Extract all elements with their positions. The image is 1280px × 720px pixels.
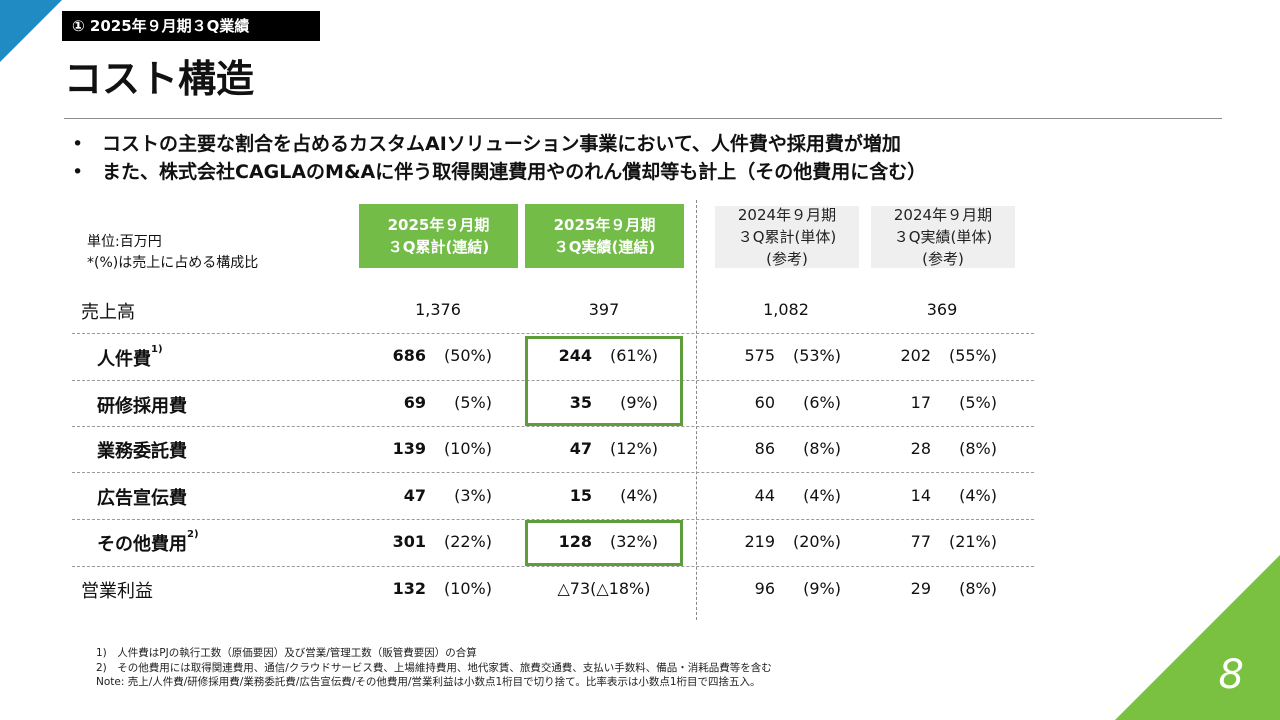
period-divider [696, 200, 697, 620]
ratio-note: *(%)は売上に占める構成比 [87, 255, 259, 271]
row-divider [72, 426, 1034, 427]
table-row-personnel-c2: 244 (61%) [558, 346, 658, 365]
table-row-other-c2: 128 (32%) [558, 532, 658, 551]
row-label-sales: 売上高 [81, 302, 135, 323]
table-row-training-c2: 35 (9%) [569, 393, 658, 412]
table-row-advertising-c4: 14 (4%) [910, 486, 997, 505]
row-divider [72, 380, 1034, 381]
table-row-profit-c4: 29 (8%) [910, 579, 997, 598]
page-title: コスト構造 [64, 57, 255, 101]
table-row-personnel-c4: 202 (55%) [900, 346, 997, 365]
table-row-training-c1: 69 (5%) [403, 393, 492, 412]
table-row-other-c1: 301 (22%) [392, 532, 492, 551]
table-row-outsourcing-c2: 47 (12%) [569, 439, 658, 458]
row-label-personnel: 人件費1) [97, 344, 163, 370]
row-label-operating-profit: 営業利益 [81, 581, 153, 602]
row-divider [72, 333, 1034, 334]
row-label-outsourcing: 業務委託費 [97, 441, 187, 462]
bullet-item: コストの主要な割合を占めるカスタムAIソリューション事業において、人件費や採用費… [72, 130, 926, 158]
table-row-outsourcing-c4: 28 (8%) [910, 439, 997, 458]
row-label-training: 研修採用費 [97, 396, 187, 417]
footnote-note: Note: 売上/人件費/研修採用費/業務委託費/広告宣伝費/その他費用/営業利… [96, 676, 761, 688]
table-row-other-c3: 219 (20%) [744, 532, 841, 551]
corner-decoration-blue [0, 0, 62, 62]
summary-bullets: コストの主要な割合を占めるカスタムAIソリューション事業において、人件費や採用費… [72, 130, 926, 186]
row-divider [72, 519, 1034, 520]
table-row-training-c4: 17 (5%) [910, 393, 997, 412]
table-row-profit-c3: 96 (9%) [754, 579, 841, 598]
table-row-advertising-c2: 15 (4%) [569, 486, 658, 505]
table-row-advertising-c1: 47 (3%) [403, 486, 492, 505]
unit-note: 単位:百万円 *(%)は売上に占める構成比 [87, 232, 258, 274]
bullet-item: また、株式会社CAGLAのM&Aに伴う取得関連費用やのれん償却等も計上（その他費… [72, 158, 926, 186]
table-cell: 397 [588, 300, 620, 319]
table-row-personnel-c3: 575 (53%) [744, 346, 841, 365]
title-divider [64, 118, 1222, 119]
table-row-advertising-c3: 44 (4%) [754, 486, 841, 505]
section-tag: ① 2025年９月期３Q業績 [62, 11, 320, 41]
page-number: 8 [1218, 652, 1244, 698]
column-header-2024-quarter: 2024年９月期 ３Q実績(単体) (参考) [871, 206, 1015, 268]
highlight-box-other-costs [525, 520, 683, 566]
table-row-personnel-c1: 686 (50%) [392, 346, 492, 365]
footnote-1: 1) 人件費はPJの執行工数（原価要因）及び営業/管理工数（販管費要因）の合算 [96, 647, 477, 659]
row-divider [72, 566, 1034, 567]
row-label-advertising: 広告宣伝費 [97, 488, 187, 509]
column-header-2025-quarter: 2025年９月期 ３Q実績(連結) [525, 204, 684, 268]
row-divider [72, 472, 1034, 473]
highlight-box-personnel-training [525, 336, 683, 426]
table-row-training-c3: 60 (6%) [754, 393, 841, 412]
column-header-2024-cumulative: 2024年９月期 ３Q累計(単体) (参考) [715, 206, 859, 268]
corner-decoration-green [1115, 555, 1280, 720]
table-cell: 369 [926, 300, 958, 319]
table-cell: 1,376 [415, 300, 461, 319]
footnotes: 1) 人件費はPJの執行工数（原価要因）及び営業/管理工数（販管費要因）の合算 … [96, 646, 772, 690]
table-row-outsourcing-c3: 86 (8%) [754, 439, 841, 458]
unit-label: 単位:百万円 [87, 234, 162, 250]
table-row-other-c4: 77 (21%) [910, 532, 997, 551]
table-row-profit-c1: 132 (10%) [392, 579, 492, 598]
table-row-profit-c2: △73(△18%) [557, 579, 651, 598]
table-cell: 1,082 [763, 300, 809, 319]
table-row-outsourcing-c1: 139 (10%) [392, 439, 492, 458]
column-header-2025-cumulative: 2025年９月期 ３Q累計(連結) [359, 204, 518, 268]
footnote-2: 2) その他費用には取得関連費用、通信/クラウドサービス費、上場維持費用、地代家… [96, 661, 772, 674]
row-label-other: その他費用2) [97, 529, 199, 555]
